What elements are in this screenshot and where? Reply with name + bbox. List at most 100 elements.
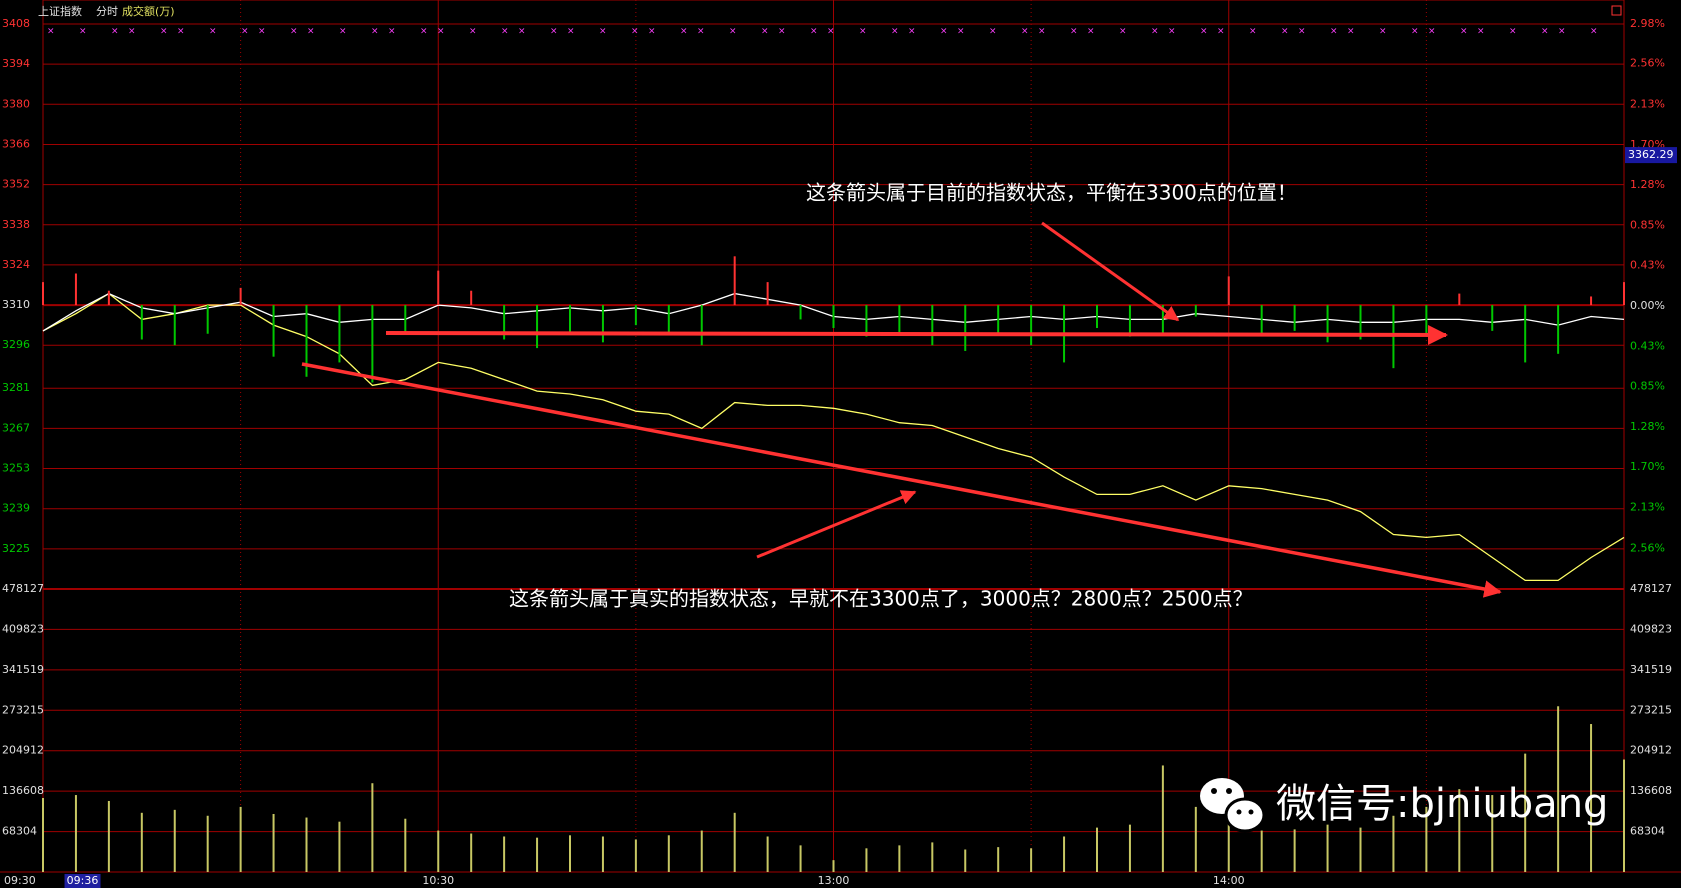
volume-bar	[1590, 724, 1593, 872]
signal-marker: ×	[599, 27, 607, 37]
y-tick-label: 409823	[2, 622, 44, 635]
signal-marker: ×	[810, 27, 818, 37]
down-bar	[1491, 305, 1494, 331]
up-bar	[1458, 293, 1461, 306]
signal-marker: ×	[290, 27, 298, 37]
volume-bar	[997, 847, 1000, 872]
up-bar	[1590, 296, 1593, 306]
signal-marker: ×	[1460, 27, 1468, 37]
y2-tick-label: 0.00%	[1630, 299, 1665, 312]
signal-marker: ×	[778, 27, 786, 37]
down-bar	[1425, 305, 1428, 337]
volume-bar	[1227, 818, 1230, 872]
y2-tick-label: 2.56%	[1630, 541, 1665, 554]
volume-bar	[601, 836, 604, 872]
down-bar	[634, 305, 637, 326]
signal-marker: ×	[989, 27, 997, 37]
arrow	[301, 362, 1502, 598]
down-bar	[964, 305, 967, 351]
signal-marker: ×	[1347, 27, 1355, 37]
cursor-x-box	[64, 874, 101, 888]
y-tick-label: 136608	[2, 784, 44, 797]
y-tick-label-right: 341519	[1630, 663, 1672, 676]
y-tick-label: 3310	[2, 298, 30, 311]
y2-tick-label: 1.28%	[1630, 420, 1665, 433]
volume-bar	[1392, 815, 1395, 872]
down-bar	[1557, 305, 1560, 354]
cursor-y-box	[1625, 147, 1677, 164]
cursor-y-label: 3362.29	[1628, 148, 1674, 161]
volume-bar	[239, 806, 242, 872]
up-bar	[766, 282, 769, 306]
signal-marker: ×	[47, 27, 55, 37]
y-tick-label-right: 478127	[1630, 582, 1672, 595]
volume-bar	[1293, 829, 1296, 872]
up-bar	[74, 273, 77, 306]
y-tick-label: 3338	[2, 218, 30, 231]
signal-marker: ×	[307, 27, 315, 37]
signal-marker: ×	[550, 27, 558, 37]
down-bar	[140, 305, 143, 340]
down-bar	[1096, 305, 1098, 329]
signal-marker: ×	[1087, 27, 1095, 37]
x-tick-label: 10:30	[422, 874, 454, 887]
signal-marker: ×	[1509, 27, 1517, 37]
arrow	[385, 324, 1448, 345]
y2-tick-label: 0.43%	[1630, 340, 1665, 353]
arrow	[756, 490, 917, 559]
down-bar	[206, 305, 209, 334]
signal-marker: ×	[729, 27, 737, 37]
y-tick-label: 3253	[2, 462, 30, 475]
y-tick-label-right: 68304	[1630, 825, 1665, 838]
volume-bar	[1524, 753, 1527, 872]
volume-bar	[437, 830, 440, 872]
cursor-x-label: 09:36	[67, 874, 99, 887]
y-tick-label: 204912	[2, 744, 44, 757]
up-bar	[42, 282, 44, 306]
down-bar	[667, 305, 670, 334]
signal-marker: ×	[680, 27, 688, 37]
signal-marker: ×	[79, 27, 87, 37]
signal-marker: ×	[128, 27, 136, 37]
volume-title: 成交额(万)	[122, 4, 175, 18]
signal-marker: ×	[1200, 27, 1208, 37]
up-bar	[1227, 276, 1230, 306]
down-bar	[1326, 305, 1329, 343]
y2-tick-label: 0.43%	[1630, 258, 1665, 271]
y2-tick-label: 2.13%	[1630, 501, 1665, 514]
down-bar	[898, 305, 901, 334]
wechat-icon	[1200, 778, 1266, 833]
signal-marker: ×	[1477, 27, 1485, 37]
down-bar	[1359, 305, 1362, 340]
signal-marker: ×	[241, 27, 249, 37]
signal-marker: ×	[420, 27, 428, 37]
signal-marker: ×	[859, 27, 867, 37]
volume-bar	[536, 837, 539, 872]
volume-bar	[1096, 827, 1098, 872]
signal-marker: ×	[1151, 27, 1159, 37]
signal-marker: ×	[469, 27, 477, 37]
volume-bar	[799, 845, 802, 872]
y2-tick-label: 1.28%	[1630, 178, 1665, 191]
window-button[interactable]	[1611, 5, 1622, 16]
signal-marker: ×	[908, 27, 916, 37]
down-bar	[536, 305, 539, 349]
y-tick-label: 273215	[2, 703, 44, 716]
signal-marker: ×	[1070, 27, 1078, 37]
signal-marker: ×	[1119, 27, 1127, 37]
up-bar	[1623, 282, 1625, 306]
signal-marker: ×	[209, 27, 217, 37]
down-bar	[371, 305, 374, 383]
y-tick-label: 3267	[2, 421, 30, 434]
x-tick-label: 14:00	[1213, 874, 1245, 887]
y-tick-label: 3352	[2, 178, 30, 191]
signal-marker: ×	[957, 27, 965, 37]
signal-marker: ×	[177, 27, 185, 37]
up-bar	[470, 290, 473, 306]
volume-bar	[1030, 848, 1033, 872]
down-bar	[338, 305, 341, 363]
volume-bar	[173, 809, 176, 872]
y-tick-label: 3394	[2, 57, 30, 70]
y-tick-label: 341519	[2, 663, 44, 676]
